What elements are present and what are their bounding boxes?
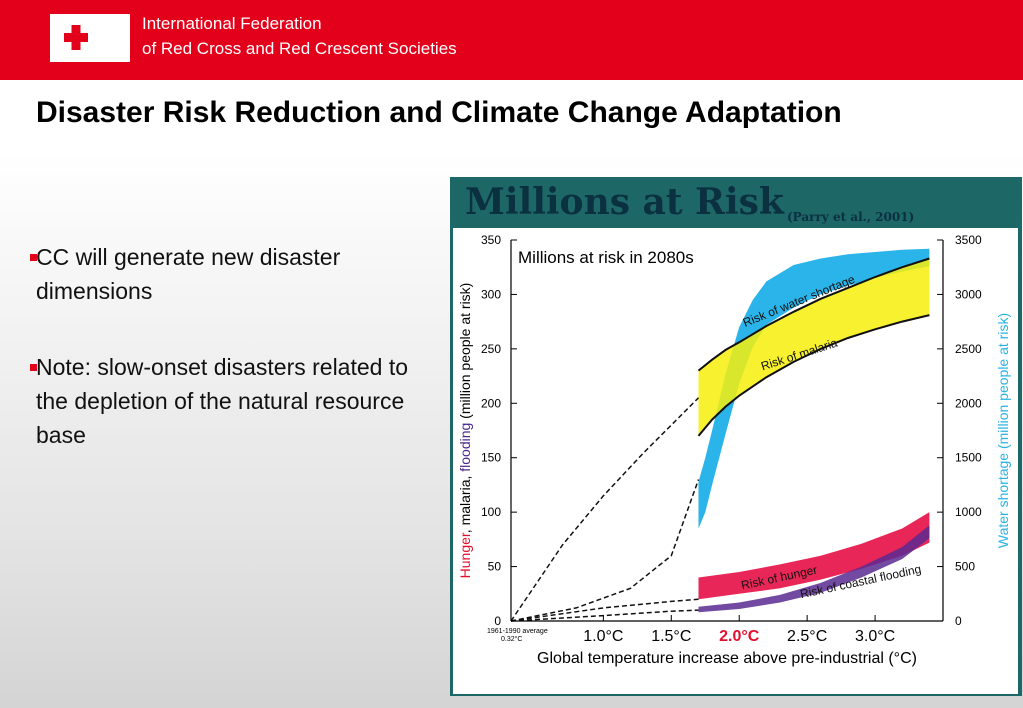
y-left-tick-label: 100 (481, 505, 501, 519)
y-right-tick-label: 1000 (955, 505, 982, 519)
y-right-tick-label: 2000 (955, 396, 982, 410)
y-right-tick-label: 1500 (955, 451, 982, 465)
y-left-axis-label-part: (million people at risk) (457, 283, 473, 423)
x-tick-label: 2.0°C (719, 628, 760, 645)
x-tick-label: 3.0°C (855, 628, 895, 645)
dashed-line-1 (510, 479, 700, 622)
x-tick-label: 2.5°C (787, 628, 827, 645)
y-left-tick-label: 0 (494, 614, 501, 628)
y-left-tick-label: 50 (488, 560, 502, 574)
band-2 (698, 512, 930, 600)
dashed-line-2 (510, 598, 699, 622)
y-right-tick-label: 500 (955, 560, 975, 574)
bullet-square-icon (30, 254, 37, 261)
y-left-tick-label: 150 (481, 451, 501, 465)
bullet-text: CC will generate new disaster dimensions (36, 244, 341, 304)
dashed-lines-layer (510, 397, 700, 622)
y-left-tick-label: 250 (481, 342, 501, 356)
bullet-list: CC will generate new disaster dimensions… (30, 240, 430, 494)
y-left-axis-label: Hunger, malaria, flooding (million peopl… (457, 283, 473, 579)
header-bar: International Federation of Red Cross an… (0, 0, 1023, 80)
millions-at-risk-chart: 0501001502002503003500500100015002000250… (457, 233, 1011, 667)
malaria-lower-line (697, 314, 930, 437)
y-right-axis-label: Water shortage (million people at risk) (995, 313, 1011, 548)
logo-icon (64, 22, 110, 54)
dashed-line-0 (510, 397, 700, 622)
chart-citation: (Parry et al., 2001) (787, 210, 915, 224)
bullet-text: Note: slow-onset disasters related to th… (36, 354, 409, 448)
chart-area: 0 50 100 150 200 250 300 350 0 500 1000 1500 2000 250… (453, 228, 1018, 694)
baseline-note: 1961-1990 average (487, 628, 548, 635)
axes-layer: 0501001502002503003500500100015002000250… (481, 233, 982, 645)
x-axis-label: Global temperature increase above pre-in… (537, 650, 917, 667)
page-title: Disaster Risk Reduction and Climate Chan… (36, 96, 842, 129)
x-tick-label: 1.0°C (583, 628, 623, 645)
y-right-tick-label: 0 (955, 614, 962, 628)
y-right-tick-label: 2500 (955, 342, 982, 356)
y-right-tick-label: 3000 (955, 287, 982, 301)
y-left-tick-label: 300 (481, 287, 501, 301)
red-cross-red-crescent-logo[interactable] (50, 14, 130, 62)
bands-layer (697, 248, 930, 613)
band-0 (698, 248, 930, 529)
malaria-upper-line (697, 257, 930, 372)
bullet-item: CC will generate new disaster dimensions (30, 240, 430, 308)
y-left-axis-label-part: Hunger (457, 532, 473, 578)
y-left-tick-label: 350 (481, 233, 501, 247)
bullet-item: Note: slow-onset disasters related to th… (30, 350, 430, 452)
y-left-axis-label-part: flooding (457, 423, 473, 472)
bullet-square-icon (30, 364, 37, 371)
org-name-line2: of Red Cross and Red Crescent Societies (142, 39, 457, 58)
band-1 (698, 258, 930, 436)
y-left-tick-label: 200 (481, 396, 501, 410)
x-tick-label: 1.5°C (651, 628, 691, 645)
y-left-axis-label-part: , malaria, (457, 472, 473, 533)
y-right-tick-label: 3500 (955, 233, 982, 247)
org-name-line1: International Federation (142, 14, 322, 33)
baseline-note-value: 0.32°C (501, 635, 522, 643)
chart-inner-title: Millions at risk in 2080s (518, 248, 694, 267)
chart-heading: Millions at Risk (465, 181, 784, 223)
